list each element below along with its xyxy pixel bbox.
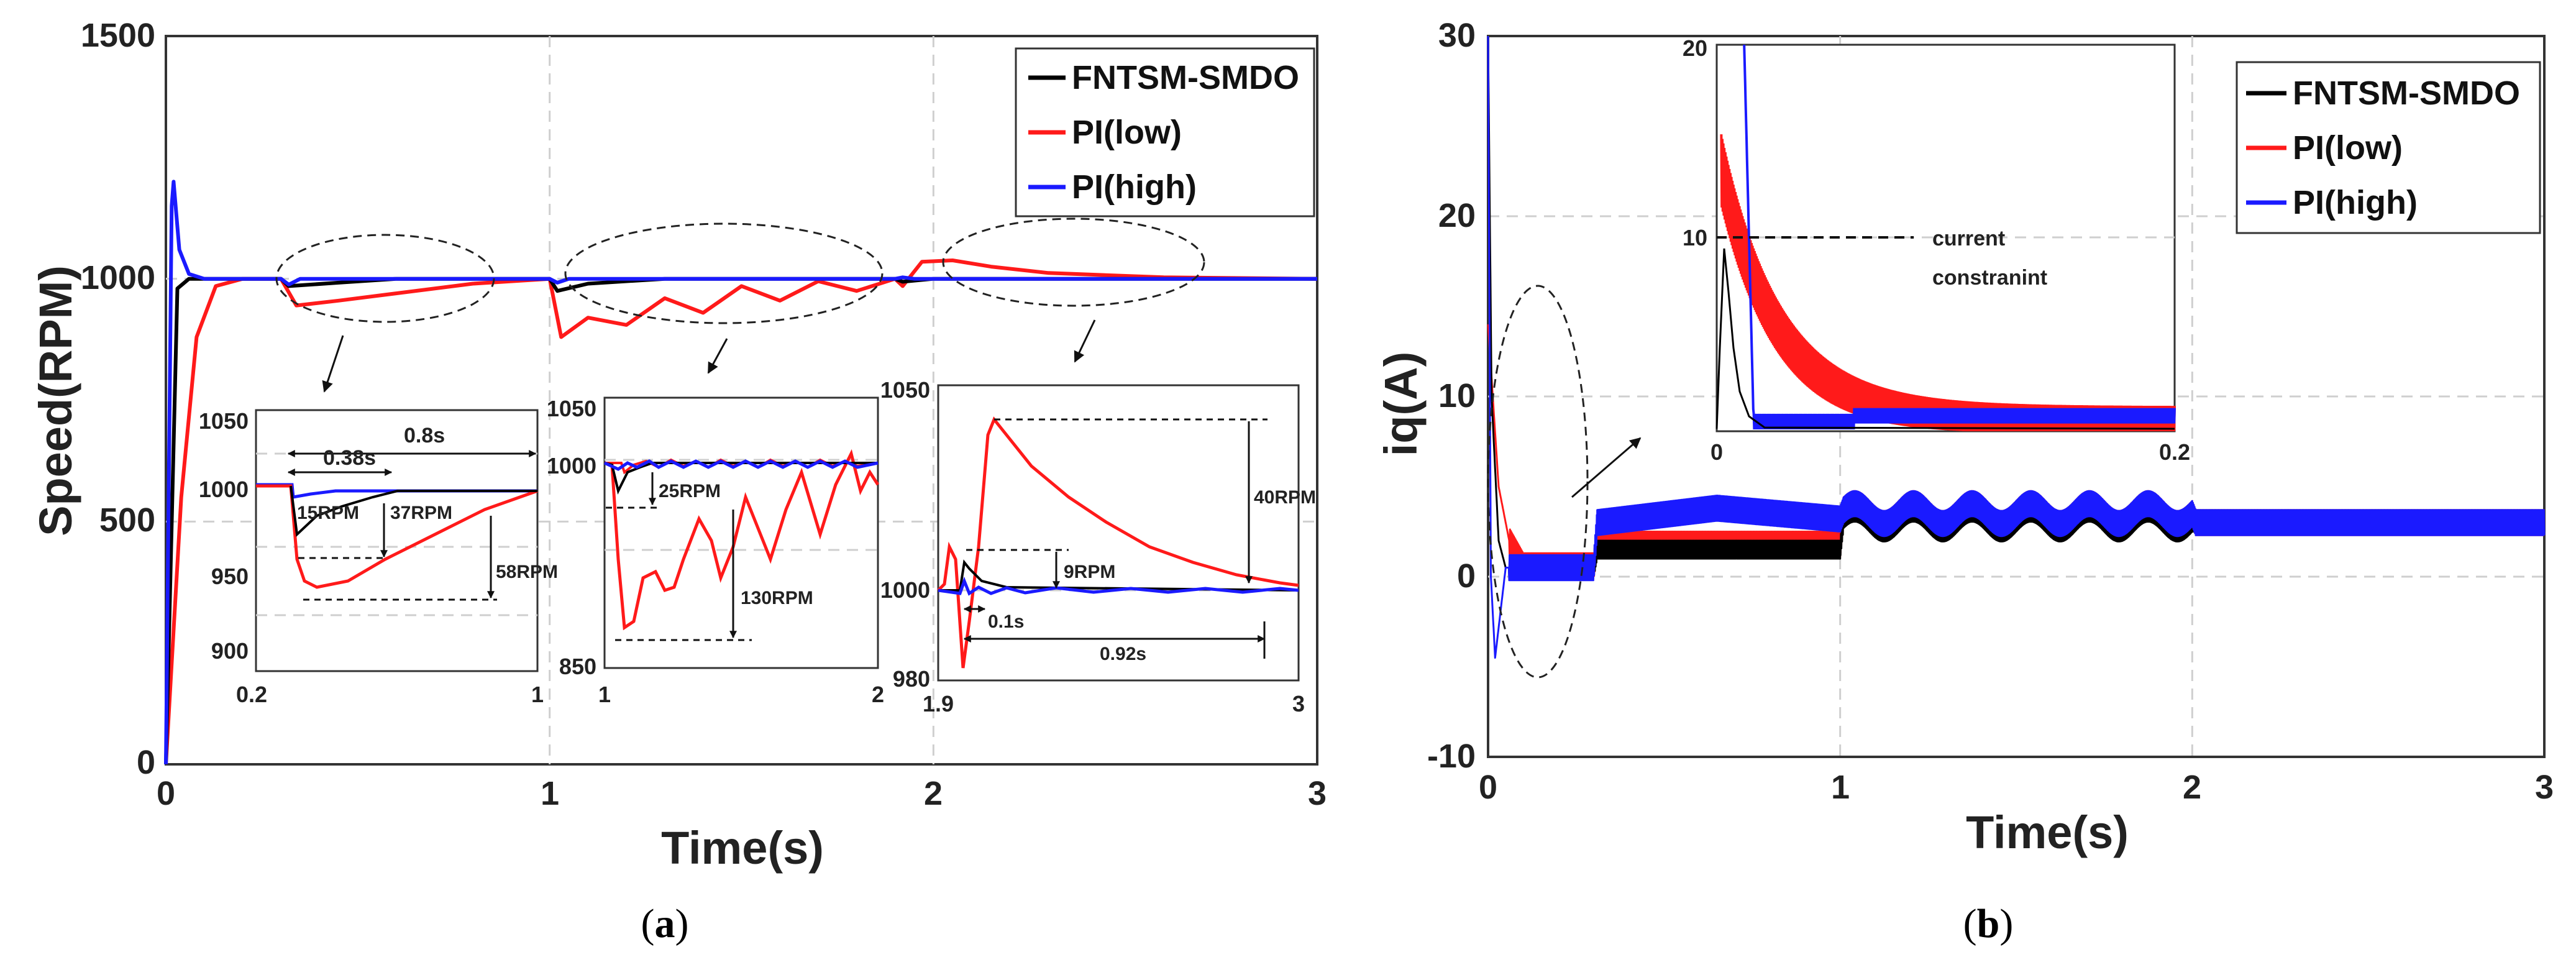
speed-inset-2: 1050 1000 850 1 2 25RPM 130RPM [547, 396, 884, 707]
iq-legend-label-fntsm: FNTSM-SMDO [2293, 75, 2520, 112]
speed-line-pi-high [164, 180, 1317, 765]
inset1-ytick-900: 900 [211, 638, 249, 664]
caption-a: (a) [641, 901, 689, 946]
iq-inset-ytick-20: 20 [1683, 35, 1707, 61]
iq-ytick-30: 30 [1438, 17, 1476, 54]
inset3-line-pi-high [938, 576, 1299, 596]
speed-ytick-0: 0 [137, 744, 155, 781]
speed-ylabel: Speed(RPM) [30, 265, 81, 536]
inset3-ytick-980: 980 [893, 666, 930, 692]
iq-inset-xtick-0: 0 [1710, 439, 1723, 465]
inset2-xtick-2: 2 [872, 682, 884, 707]
panel-a-chart: 1500 1000 500 0 0 1 2 3 Time(s) Speed(RP… [30, 17, 1327, 946]
iq-ytick-0: 0 [1457, 557, 1476, 595]
speed-inset-3: 1050 1000 980 1.9 3 40RPM 9RPM 0.1s 0.92… [880, 377, 1316, 716]
inset3-label-40rpm: 40RPM [1254, 487, 1316, 508]
iq-ytick-minus10: -10 [1427, 738, 1476, 775]
iq-line-pi-high [1487, 35, 2546, 659]
speed-xlabel: Time(s) [661, 822, 824, 874]
iq-inset-line-fntsm [1715, 248, 2175, 430]
inset3-label-9rpm: 9RPM [1064, 562, 1115, 582]
iq-inset-line-pi-low [1720, 134, 2176, 432]
iq-xtick-3: 3 [2535, 769, 2554, 806]
inset3-ytick-1000: 1000 [880, 577, 930, 603]
inset1-ytick-1000: 1000 [199, 477, 249, 502]
inset1-ytick-1050: 1050 [199, 408, 249, 434]
inset2-ytick-1000: 1000 [547, 453, 596, 478]
legend-label-pi-low: PI(low) [1072, 114, 1182, 151]
zoom-arrow-1 [322, 335, 344, 393]
inset3-label-0-1s: 0.1s [988, 611, 1024, 632]
iq-ytick-10: 10 [1438, 377, 1476, 414]
iq-legend: FNTSM-SMDO PI(low) PI(high) [2236, 61, 2541, 234]
speed-xtick-1: 1 [541, 775, 559, 812]
iq-ytick-20: 20 [1438, 197, 1476, 234]
inset1-label-0-8s: 0.8s [404, 424, 445, 447]
inset2-line-pi-low [604, 449, 880, 631]
inset3-label-0-92s: 0.92s [1100, 644, 1146, 664]
speed-inset-1: 1050 1000 950 900 0.2 1 0.8s 0.38s 15RPM… [199, 408, 558, 707]
inset2-ytick-850: 850 [559, 654, 596, 679]
inset1-xtick-0-2: 0.2 [236, 682, 267, 707]
inset2-line-pi-high [603, 459, 879, 471]
inset2-label-130rpm: 130RPM [741, 588, 813, 608]
speed-xtick-3: 3 [1308, 775, 1327, 812]
inset2-xtick-1: 1 [598, 682, 611, 707]
zoom-arrow-2 [707, 338, 728, 374]
iq-zoom-ellipse [1487, 285, 1589, 679]
iq-ylabel: iq(A) [1375, 352, 1427, 457]
zoom-ellipse-2 [564, 222, 884, 324]
inset2-ytick-1050: 1050 [547, 396, 596, 421]
iq-inset-line-pi-high [1743, 44, 2176, 429]
inset3-xtick-3: 3 [1292, 691, 1305, 716]
speed-xtick-0: 0 [157, 775, 175, 812]
iq-zoom-arrow [1571, 437, 1642, 498]
iq-legend-label-pi-low: PI(low) [2293, 129, 2403, 167]
inset1-xtick-1: 1 [531, 682, 544, 707]
legend-label-fntsm: FNTSM-SMDO [1072, 59, 1299, 96]
inset1-label-58rpm: 58RPM [496, 562, 558, 582]
zoom-arrow-3 [1074, 319, 1096, 363]
speed-series-group [164, 180, 1318, 765]
inset3-line-pi-low [937, 416, 1299, 669]
inset1-label-0-38s: 0.38s [323, 446, 376, 470]
iq-xtick-1: 1 [1831, 769, 1850, 806]
speed-ytick-1000: 1000 [81, 259, 155, 296]
caption-b: (b) [1963, 901, 2014, 946]
legend-label-pi-high: PI(high) [1072, 168, 1197, 206]
inset1-ytick-950: 950 [211, 564, 249, 589]
inset3-xtick-1-9: 1.9 [923, 691, 954, 716]
iq-inset-constraint-label-2: constranint [1932, 266, 2047, 290]
iq-xtick-2: 2 [2183, 769, 2201, 806]
inset3-ytick-1050: 1050 [880, 377, 930, 403]
inset1-label-15rpm: 15RPM [297, 503, 359, 523]
iq-inset-xtick-0-2: 0.2 [2159, 439, 2190, 465]
iq-series-group [1487, 35, 2546, 659]
iq-xtick-0: 0 [1479, 769, 1497, 806]
iq-inset-ytick-10: 10 [1683, 225, 1707, 250]
iq-legend-label-pi-high: PI(high) [2293, 184, 2418, 221]
speed-ytick-1500: 1500 [81, 17, 155, 54]
speed-legend: FNTSM-SMDO PI(low) PI(high) [1015, 47, 1315, 217]
iq-inset-constraint-label-1: current [1932, 227, 2005, 250]
speed-xtick-2: 2 [924, 775, 943, 812]
panel-b-chart: 30 20 10 0 -10 0 1 2 3 Time(s) iq(A) FNT… [1375, 17, 2554, 946]
inset2-label-25rpm: 25RPM [659, 481, 721, 501]
iq-inset: current constranint 20 10 0 0.2 [1683, 35, 2190, 465]
speed-ytick-500: 500 [99, 501, 155, 539]
zoom-ellipse-1 [275, 234, 495, 323]
inset1-line-pi-low [256, 484, 538, 589]
inset1-label-37rpm: 37RPM [390, 503, 452, 523]
inset1-line-fntsm [290, 485, 537, 538]
zoom-ellipse-3 [942, 217, 1205, 307]
iq-xlabel: Time(s) [1966, 807, 2129, 858]
